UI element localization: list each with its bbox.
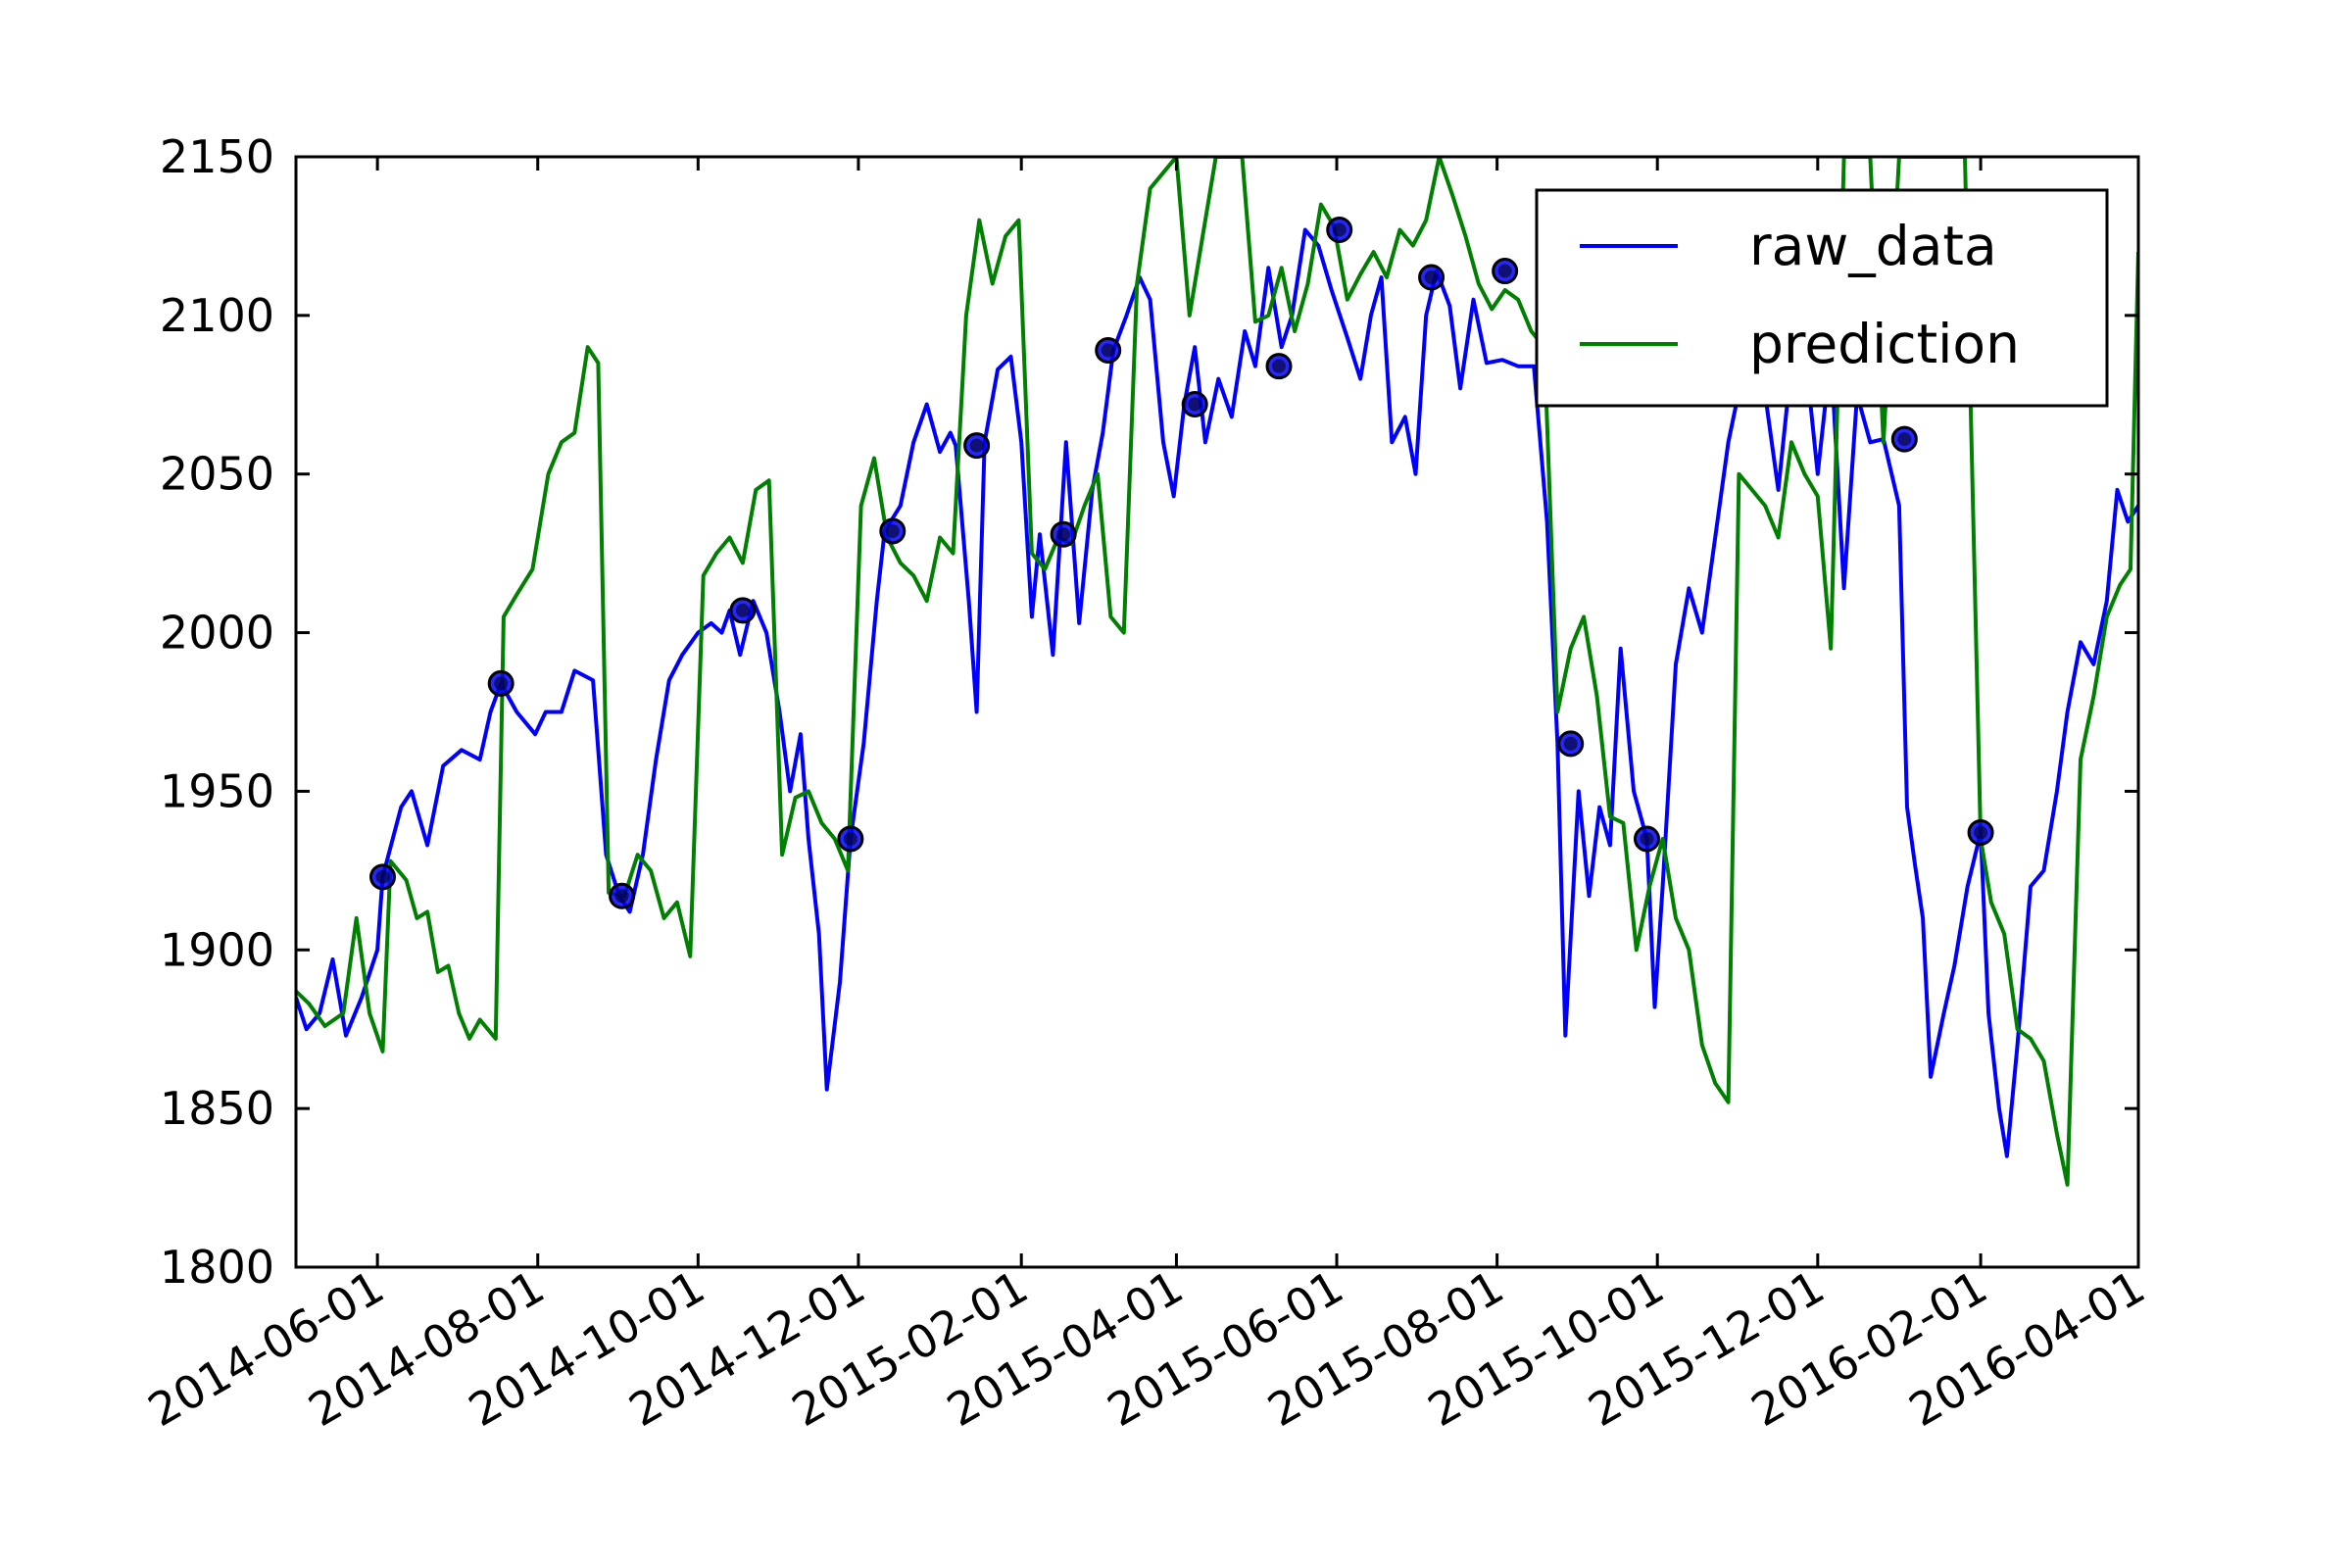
highlight-point-core — [1897, 432, 1912, 447]
y-tick-label: 1850 — [160, 1082, 274, 1135]
y-tick-label: 2050 — [160, 448, 274, 501]
highlight-point-core — [1497, 264, 1512, 278]
highlight-point-core — [843, 831, 858, 846]
series-line-prediction — [296, 157, 2138, 1187]
highlight-point-core — [614, 889, 629, 904]
y-tick-label: 2150 — [160, 130, 274, 183]
y-tick-label: 1800 — [160, 1241, 274, 1294]
series-layer — [296, 157, 2138, 1187]
highlight-point-core — [375, 869, 390, 884]
legend-label-prediction: prediction — [1749, 313, 2020, 375]
highlight-point-core — [1974, 825, 1988, 840]
highlight-point-core — [1332, 222, 1347, 237]
highlight-point-core — [1640, 831, 1654, 846]
highlight-point-core — [1188, 397, 1202, 412]
highlight-point-core — [1272, 359, 1287, 373]
y-tick-label: 2000 — [160, 607, 274, 660]
highlight-point-core — [735, 603, 750, 617]
highlight-point-core — [1563, 736, 1578, 751]
highlight-point-core — [969, 438, 984, 453]
y-tick-label: 1950 — [160, 764, 274, 817]
highlight-points-layer — [369, 216, 1994, 909]
highlight-point-core — [494, 676, 509, 691]
y-tick-label: 1900 — [160, 923, 274, 976]
highlight-point-core — [885, 523, 900, 538]
legend-box — [1535, 188, 2109, 408]
plot-frame — [294, 155, 2140, 1269]
legend-label-raw-data: raw_data — [1749, 215, 1997, 277]
legend: raw_data prediction — [1535, 188, 2109, 408]
series-line-raw-data — [296, 227, 2138, 1158]
highlight-point-core — [1056, 527, 1071, 542]
highlight-point-core — [1101, 343, 1115, 358]
highlight-point-core — [1424, 270, 1439, 285]
y-tick-label: 2100 — [160, 289, 274, 342]
